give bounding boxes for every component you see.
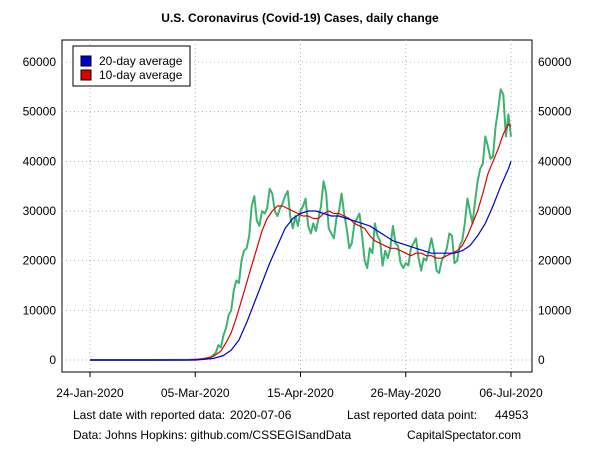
y-tick-label-right: 20000: [538, 254, 572, 268]
x-tick-label: 05-Mar-2020: [161, 386, 230, 400]
series-lines: [90, 88, 512, 361]
legend-box: [72, 45, 191, 87]
y-tick-label-right: 10000: [538, 303, 572, 317]
y-tick-label-left: 30000: [23, 204, 57, 218]
y-tick-label-right: 0: [538, 353, 545, 367]
series-line-10-day-average: [90, 123, 512, 361]
x-axis: 24-Jan-2020 05-Mar-2020 15-Apr-2020 26-May-…: [56, 372, 543, 400]
y-tick-label-left: 60000: [23, 55, 57, 69]
grid-lines: [62, 40, 532, 372]
chart-title: U.S. Coronavirus (Covid-19) Cases, daily…: [161, 11, 439, 25]
legend: 20-day average 10-day average: [72, 45, 191, 87]
source-text: Data: Johns Hopkins: github.com/CSSEGISa…: [73, 428, 352, 442]
y-tick-label-right: 50000: [538, 105, 572, 119]
y-tick-label-left: 50000: [23, 105, 57, 119]
legend-label-10day: 10-day average: [99, 68, 183, 82]
x-tick-label: 15-Apr-2020: [267, 386, 334, 400]
y-tick-label-left: 20000: [23, 254, 57, 268]
y-tick-label-right: 60000: [538, 55, 572, 69]
last-point-label: Last reported data point:: [347, 408, 478, 422]
series-line-20-day-average: [90, 161, 512, 361]
legend-swatch-10day: [80, 69, 92, 81]
last-date-value: 2020-07-06: [230, 408, 292, 422]
last-point-value: 44953: [495, 408, 529, 422]
x-tick-label: 06-Jul-2020: [479, 386, 543, 400]
x-tick-label: 24-Jan-2020: [56, 386, 124, 400]
y-tick-label-left: 40000: [23, 154, 57, 168]
y-tick-label-right: 30000: [538, 204, 572, 218]
y-tick-label-left: 10000: [23, 303, 57, 317]
legend-label-20day: 20-day average: [99, 54, 183, 68]
last-date-label: Last date with reported data:: [73, 408, 226, 422]
plot-frame: [61, 39, 533, 373]
x-tick-label: 26-May-2020: [370, 386, 441, 400]
brand-text: CapitalSpectator.com: [407, 428, 522, 442]
y-tick-label-left: 0: [49, 353, 56, 367]
y-axis-right: 0 10000 20000 30000 40000 50000 60000: [538, 55, 572, 367]
y-tick-label-right: 40000: [538, 154, 572, 168]
legend-swatch-20day: [80, 55, 92, 67]
y-axis-left: 0 10000 20000 30000 40000 50000 60000: [23, 55, 57, 367]
